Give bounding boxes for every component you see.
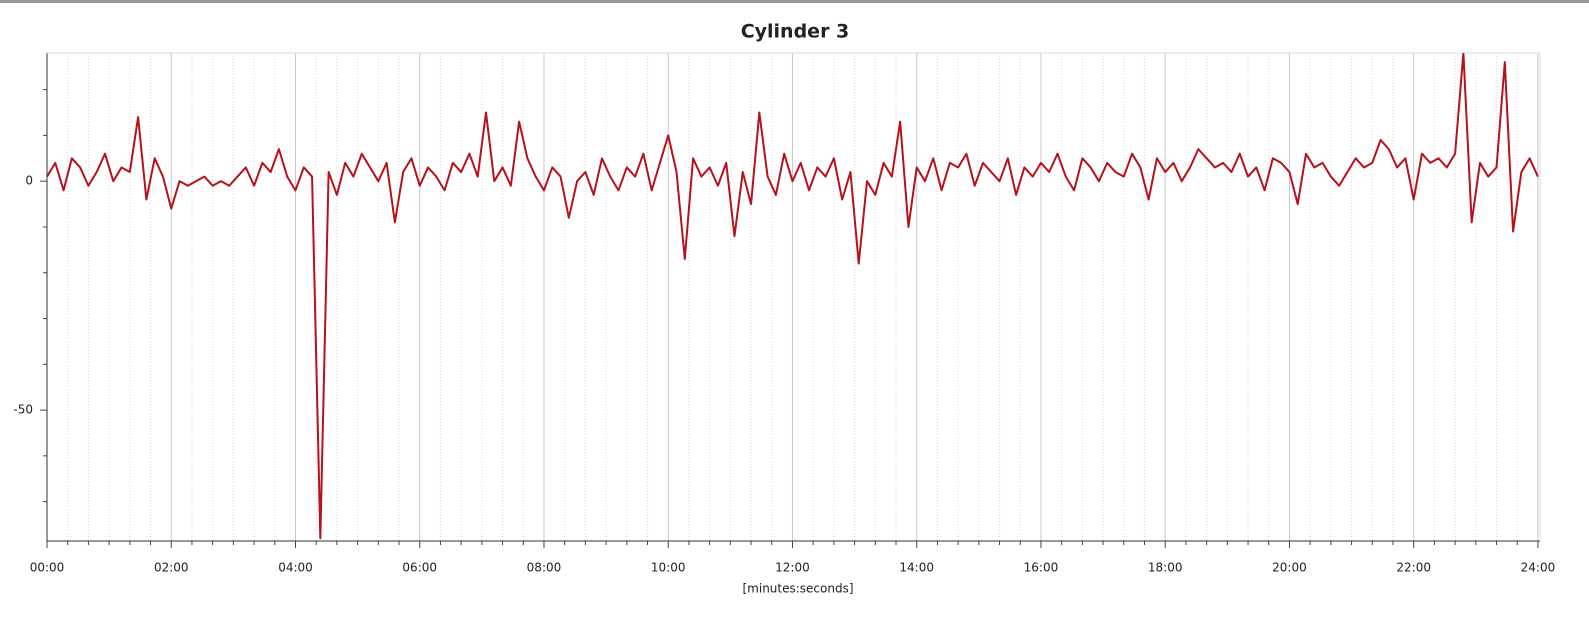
x-tick-label: 22:00 bbox=[1396, 561, 1431, 575]
x-tick-label: 18:00 bbox=[1148, 561, 1183, 575]
chart-title: Cylinder 3 bbox=[741, 21, 850, 43]
x-tick-label: 20:00 bbox=[1272, 561, 1307, 575]
y-tick-label: 0 bbox=[25, 174, 33, 188]
x-tick-label: 12:00 bbox=[775, 561, 810, 575]
x-tick-label: 00:00 bbox=[30, 561, 65, 575]
x-tick-label: 10:00 bbox=[651, 561, 686, 575]
x-axis-label: [minutes:seconds] bbox=[742, 582, 853, 596]
x-tick-label: 02:00 bbox=[154, 561, 189, 575]
data-line bbox=[47, 53, 1539, 540]
x-tick-label: 16:00 bbox=[1024, 561, 1059, 575]
x-tick-label: 04:00 bbox=[278, 561, 313, 575]
x-tick-label: 24:00 bbox=[1521, 561, 1556, 575]
x-tick-label: 06:00 bbox=[402, 561, 437, 575]
x-tick-label: 14:00 bbox=[899, 561, 934, 575]
y-tick-label: -50 bbox=[13, 403, 33, 417]
x-tick-label: 08:00 bbox=[527, 561, 562, 575]
